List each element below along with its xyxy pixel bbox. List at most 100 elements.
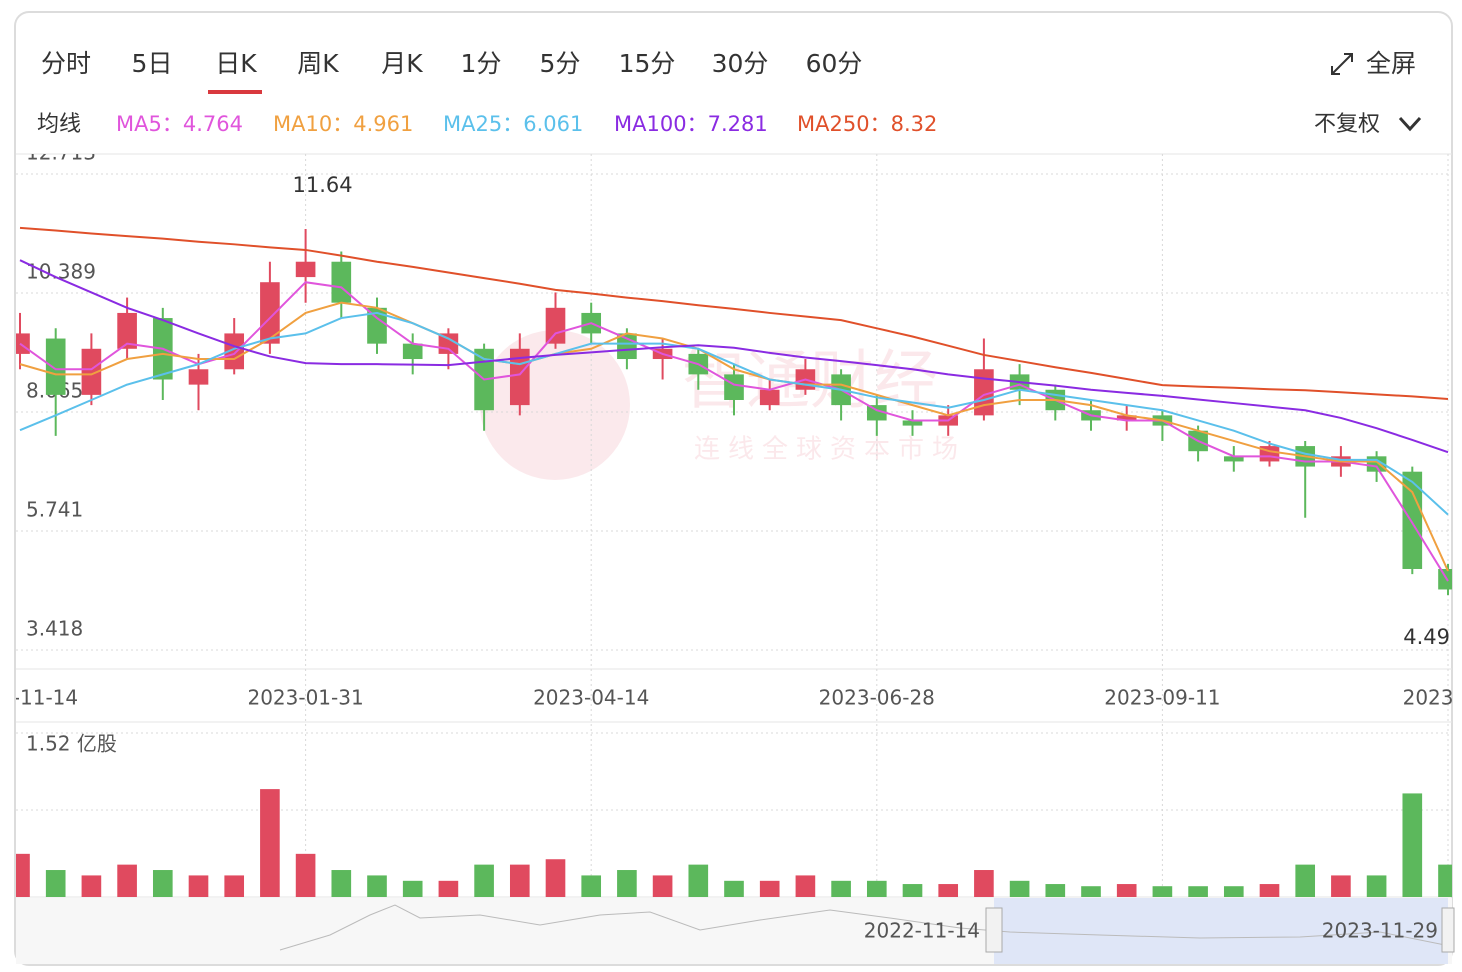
legend-name: MA100 xyxy=(614,112,687,136)
volume-bar xyxy=(1188,886,1208,897)
legend-name: MA10 xyxy=(273,112,332,136)
tab[interactable]: 60分 xyxy=(806,49,863,78)
volume-bar xyxy=(1366,875,1387,897)
legend-name: MA5 xyxy=(116,112,162,136)
legend-name: MA25 xyxy=(443,112,502,136)
legend-value: 6.061 xyxy=(523,112,583,136)
candle-body xyxy=(545,307,566,344)
volume-bar xyxy=(1295,864,1316,897)
volume-bar xyxy=(724,880,744,897)
tab[interactable]: 1分 xyxy=(461,49,502,78)
ma-line xyxy=(19,259,1449,454)
volume-bar xyxy=(1045,884,1066,897)
navigator-handle[interactable] xyxy=(985,907,1003,953)
volume-bar xyxy=(1081,886,1101,897)
volume-bar xyxy=(367,875,387,897)
volume-bar xyxy=(1152,886,1173,897)
tab[interactable]: 30分 xyxy=(712,49,769,78)
volume-bar xyxy=(1223,886,1244,897)
candle-body xyxy=(260,282,280,344)
watermark-subtitle: 连线全球资本市场 xyxy=(694,435,966,465)
legend-entry[interactable]: MA5：4.764 xyxy=(116,112,243,136)
volume-bar xyxy=(438,880,459,897)
volume-bar xyxy=(295,853,316,897)
candle-body xyxy=(117,312,137,349)
x-tick-label: 2023-01-31 xyxy=(247,686,363,710)
candle-body xyxy=(367,307,387,344)
tab[interactable]: 周K xyxy=(297,49,339,78)
legend-entry[interactable]: MA10：4.961 xyxy=(273,112,413,136)
ma-line xyxy=(19,301,1449,572)
tab[interactable]: 5日 xyxy=(132,49,173,78)
legend-separator: ： xyxy=(687,112,708,136)
volume-bar xyxy=(509,864,530,897)
candle-body xyxy=(866,405,887,421)
volume-bar xyxy=(1259,884,1280,897)
navigator-handle[interactable] xyxy=(1441,907,1455,953)
legend-separator: ： xyxy=(332,112,353,136)
watermark: 智通财经 连线全球资本市场 xyxy=(480,330,966,480)
card xyxy=(14,11,1453,966)
legend-separator: ： xyxy=(502,112,523,136)
candle-body xyxy=(759,389,780,406)
volume-bar xyxy=(45,870,66,897)
volume-bar xyxy=(545,859,566,897)
tab[interactable]: 分时 xyxy=(41,49,91,78)
ma-line xyxy=(19,311,1449,516)
ma-line xyxy=(19,226,1449,400)
volume-bar xyxy=(16,853,30,897)
tab[interactable]: 月K xyxy=(381,49,423,78)
candle-body xyxy=(331,261,352,303)
candle-body xyxy=(724,374,744,400)
x-tick-label: 2023-11- xyxy=(1403,686,1462,710)
x-tick-label: 2023-09-11 xyxy=(1104,686,1220,710)
volume-bar xyxy=(117,864,137,897)
volume-bar xyxy=(331,870,352,897)
adjust-label: 不复权 xyxy=(1314,112,1380,137)
adjust-dropdown[interactable]: 不复权 xyxy=(1314,112,1422,137)
volume-bar xyxy=(902,884,923,897)
candle-body xyxy=(1438,568,1452,590)
volume-bar xyxy=(260,789,280,897)
legend-separator: ： xyxy=(870,112,891,136)
volume-bar xyxy=(474,864,494,897)
tab[interactable]: 15分 xyxy=(619,49,676,78)
ma-label: 均线 xyxy=(37,112,81,137)
navigator-start: 2022-11-14 xyxy=(864,919,980,943)
candle-body xyxy=(295,261,316,278)
x-tick-label: 2023-04-14 xyxy=(533,686,649,710)
x-tick-label: 2023-06-28 xyxy=(819,686,935,710)
active-tab-underline xyxy=(208,90,262,94)
navigator-line xyxy=(279,904,1446,951)
candle-body xyxy=(45,338,66,395)
y-tick-label: 3.418 xyxy=(26,617,83,641)
legend-name: MA250 xyxy=(797,112,870,136)
watermark-logo xyxy=(480,330,630,480)
volume-bar xyxy=(224,875,245,897)
legend-entry[interactable]: MA25：6.061 xyxy=(443,112,583,136)
volume-bar xyxy=(152,870,173,897)
candle-body xyxy=(402,343,423,360)
y-tick-label: 12.713 xyxy=(26,141,96,165)
volume-bar xyxy=(402,880,423,897)
candle-body xyxy=(1402,471,1423,569)
volume-bar xyxy=(795,875,816,897)
candle-body xyxy=(224,333,245,370)
volume-bar xyxy=(188,875,209,897)
volume-bar xyxy=(1009,880,1030,897)
fullscreen-label: 全屏 xyxy=(1366,49,1416,78)
volume-bar xyxy=(831,880,851,897)
legend-entry[interactable]: MA250：8.32 xyxy=(797,112,937,136)
candle-body xyxy=(902,420,923,426)
tab[interactable]: 日K xyxy=(215,49,257,78)
volume-bar xyxy=(1402,793,1423,897)
candle-body xyxy=(81,348,102,395)
volume-bar xyxy=(759,880,780,897)
tab[interactable]: 5分 xyxy=(540,49,581,78)
volume-bar xyxy=(652,875,673,897)
fullscreen-button[interactable]: 全屏 xyxy=(1331,49,1416,78)
y-tick-label: 5.741 xyxy=(26,498,83,522)
legend-entry[interactable]: MA100：7.281 xyxy=(614,112,768,136)
volume-tick-label: 1.52 亿股 xyxy=(26,732,117,756)
